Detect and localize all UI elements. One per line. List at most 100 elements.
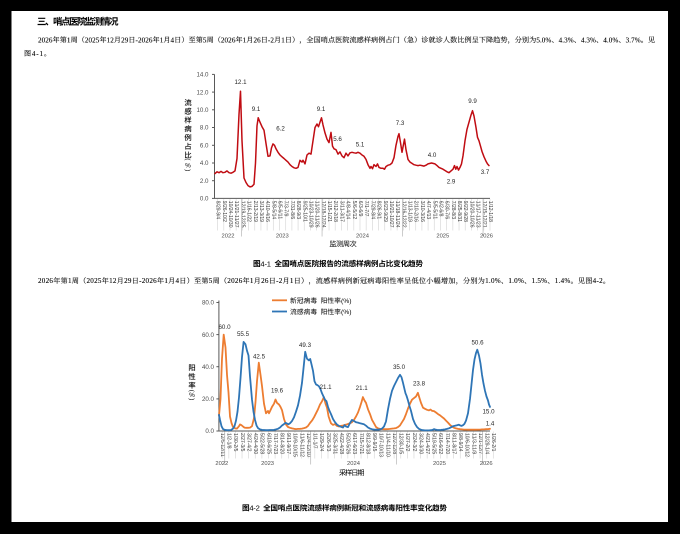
svg-text:2026: 2026 xyxy=(221,36,236,44)
svg-text:5.6: 5.6 xyxy=(333,136,342,143)
svg-text:3/10-3/16: 3/10-3/16 xyxy=(419,201,425,222)
svg-text:20.0: 20.0 xyxy=(202,396,215,403)
svg-text:11/17-11/23: 11/17-11/23 xyxy=(475,201,481,228)
svg-text:80.0: 80.0 xyxy=(202,300,215,307)
svg-text:26: 26 xyxy=(261,277,269,285)
svg-text:1.5%: 1.5% xyxy=(532,277,548,285)
svg-text:12/16-12/22: 12/16-12/22 xyxy=(400,201,406,228)
svg-text:2025: 2025 xyxy=(87,277,102,285)
svg-text:12/2-12/8: 12/2-12/8 xyxy=(391,433,397,454)
svg-text:10/7-10/13: 10/7-10/13 xyxy=(378,433,384,457)
svg-text:1/13-1/19: 1/13-1/19 xyxy=(407,201,413,222)
svg-text:21.1: 21.1 xyxy=(356,385,369,392)
svg-text:1: 1 xyxy=(164,277,168,285)
svg-text:2025: 2025 xyxy=(433,461,446,467)
svg-text:4/8-4/14: 4/8-4/14 xyxy=(345,201,351,220)
svg-text:5/22-5/28: 5/22-5/28 xyxy=(259,433,265,454)
svg-text:9/25-10/1: 9/25-10/1 xyxy=(301,201,307,222)
svg-text:7/15-7/21: 7/15-7/21 xyxy=(358,433,364,454)
svg-text:6/3-6/9: 6/3-6/9 xyxy=(357,201,363,217)
svg-text:6/30-7/6: 6/30-7/6 xyxy=(444,201,450,220)
svg-text:(%): (%) xyxy=(341,298,352,305)
svg-text:(: ( xyxy=(184,158,191,161)
svg-text:8/26-9/1: 8/26-9/1 xyxy=(376,201,382,220)
svg-text:4-1: 4-1 xyxy=(32,50,44,58)
svg-text:2/27-3/5: 2/27-3/5 xyxy=(239,433,245,452)
svg-text:2022: 2022 xyxy=(222,233,235,239)
svg-text:3/27-4/2: 3/27-4/2 xyxy=(245,433,251,452)
svg-text:2/24-3/2: 2/24-3/2 xyxy=(411,433,417,452)
svg-text:4/7-4/13: 4/7-4/13 xyxy=(425,201,431,220)
svg-text:1: 1 xyxy=(281,36,285,44)
svg-text:2.0: 2.0 xyxy=(200,178,209,185)
svg-text:9.1: 9.1 xyxy=(317,106,326,113)
svg-text:4/21-4/27: 4/21-4/27 xyxy=(424,433,430,454)
svg-text:11/4-11/10: 11/4-11/10 xyxy=(384,433,390,457)
svg-text:5.0%: 5.0% xyxy=(536,36,551,44)
svg-text:9/26-10/2: 9/26-10/2 xyxy=(221,201,227,222)
svg-text:%: % xyxy=(185,163,191,170)
svg-text:6.2: 6.2 xyxy=(276,126,285,133)
svg-text:12/1-12/7: 12/1-12/7 xyxy=(477,433,483,454)
svg-text:3/11-3/17: 3/11-3/17 xyxy=(338,201,344,222)
svg-text:-2026: -2026 xyxy=(136,36,153,44)
svg-text:2/12-2/18: 2/12-2/18 xyxy=(332,201,338,222)
svg-text:1/30-2/5: 1/30-2/5 xyxy=(232,433,238,452)
svg-text:2026: 2026 xyxy=(38,36,53,44)
svg-text:19.6: 19.6 xyxy=(271,388,284,395)
svg-text:7.3: 7.3 xyxy=(396,120,405,127)
svg-text:2/10-2/16: 2/10-2/16 xyxy=(413,201,419,222)
svg-text:1/12-1/18: 1/12-1/18 xyxy=(487,201,493,222)
svg-text:2026: 2026 xyxy=(480,461,493,467)
svg-text:4-2: 4-2 xyxy=(593,277,603,285)
svg-text:12/19-12/25: 12/19-12/25 xyxy=(239,201,245,228)
svg-text:11/6-11/12: 11/6-11/12 xyxy=(298,433,304,457)
svg-text:4/24-4/30: 4/24-4/30 xyxy=(252,433,258,454)
svg-text:4.3%: 4.3% xyxy=(559,36,574,44)
svg-text:5/8-5/14: 5/8-5/14 xyxy=(270,201,276,220)
svg-text:6/17-6/23: 6/17-6/23 xyxy=(351,433,357,454)
svg-text:5: 5 xyxy=(209,277,213,285)
svg-text:23.8: 23.8 xyxy=(413,381,426,388)
svg-text:7/29-8/4: 7/29-8/4 xyxy=(369,201,375,220)
svg-text:11/21-11/27: 11/21-11/27 xyxy=(233,201,239,228)
svg-text:3/25-3/31: 3/25-3/31 xyxy=(331,433,337,454)
svg-text:12/18-12/24: 12/18-12/24 xyxy=(320,201,326,228)
svg-text:10/21-10/27: 10/21-10/27 xyxy=(388,201,394,228)
svg-text:12/29-1/4: 12/29-1/4 xyxy=(483,433,489,454)
svg-text:49.3: 49.3 xyxy=(299,342,312,349)
svg-text:4/10-4/16: 4/10-4/16 xyxy=(264,201,270,222)
svg-text:7/14-7/20: 7/14-7/20 xyxy=(444,433,450,454)
svg-text:3/13-3/19: 3/13-3/19 xyxy=(258,201,264,222)
svg-text:6/19-6/25: 6/19-6/25 xyxy=(265,433,271,454)
svg-text:8/25-8/31: 8/25-8/31 xyxy=(456,201,462,222)
svg-text:40.0: 40.0 xyxy=(202,364,215,371)
svg-text:2.9: 2.9 xyxy=(447,179,456,186)
svg-text:8/12-8/18: 8/12-8/18 xyxy=(364,433,370,454)
svg-text:2/26-3/3: 2/26-3/3 xyxy=(325,433,331,452)
svg-text:60.0: 60.0 xyxy=(202,332,215,339)
svg-text:29: 29 xyxy=(121,36,129,44)
svg-text:9/22-9/28: 9/22-9/28 xyxy=(462,201,468,222)
svg-text:(: ( xyxy=(188,390,195,393)
svg-text:4.0: 4.0 xyxy=(200,160,209,167)
svg-text:10/6-10/12: 10/6-10/12 xyxy=(464,433,470,457)
svg-text:4-1: 4-1 xyxy=(260,259,270,268)
svg-text:1: 1 xyxy=(68,277,72,285)
svg-text:4: 4 xyxy=(176,277,180,285)
svg-text:9.9: 9.9 xyxy=(468,98,477,105)
svg-text:12/4-12/10: 12/4-12/10 xyxy=(305,433,311,457)
svg-text:6/5-6/11: 6/5-6/11 xyxy=(277,201,283,220)
svg-text:55.5: 55.5 xyxy=(237,331,250,338)
svg-text:5/6-5/12: 5/6-5/12 xyxy=(351,201,357,220)
svg-text:2026: 2026 xyxy=(227,277,242,285)
svg-text:4.3%: 4.3% xyxy=(581,36,596,44)
svg-text:2023: 2023 xyxy=(261,461,274,467)
svg-text:1.4: 1.4 xyxy=(486,421,495,428)
svg-text:12/15-12/21: 12/15-12/21 xyxy=(481,201,487,228)
svg-text:2026: 2026 xyxy=(480,233,493,239)
svg-text:3.7: 3.7 xyxy=(481,169,490,176)
svg-text:8/29-9/4: 8/29-9/4 xyxy=(215,201,221,220)
svg-text:10.0: 10.0 xyxy=(196,107,209,114)
svg-text:7/1-7/7: 7/1-7/7 xyxy=(363,201,369,217)
